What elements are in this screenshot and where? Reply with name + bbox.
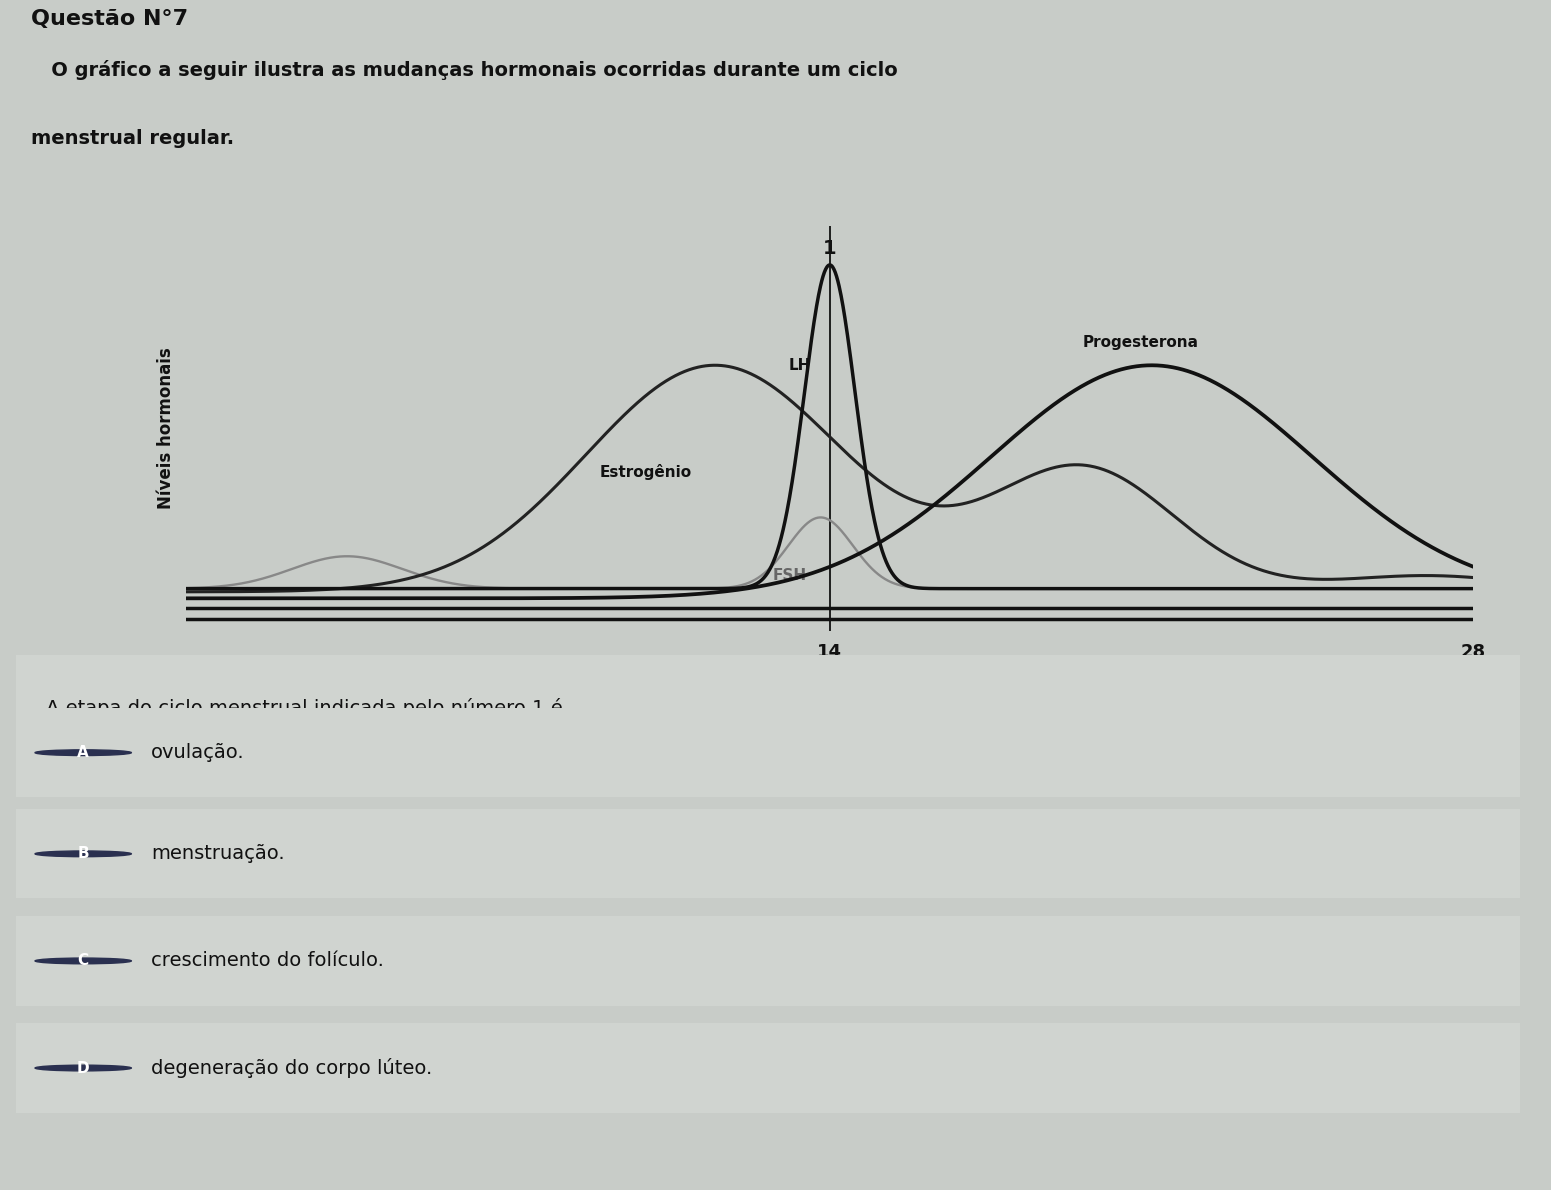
FancyBboxPatch shape — [0, 1021, 1549, 1114]
Text: Dias: Dias — [160, 703, 200, 721]
Text: D: D — [78, 1060, 90, 1076]
Text: LH: LH — [789, 358, 811, 372]
Text: C: C — [78, 953, 88, 969]
Text: Progesterona: Progesterona — [1083, 336, 1199, 350]
Text: menstruação.: menstruação. — [150, 845, 284, 863]
FancyBboxPatch shape — [0, 807, 1549, 900]
Text: ovulação.: ovulação. — [150, 744, 245, 762]
Text: crescimento do folículo.: crescimento do folículo. — [150, 952, 383, 970]
Circle shape — [36, 851, 132, 857]
Circle shape — [36, 1065, 132, 1071]
FancyBboxPatch shape — [0, 914, 1549, 1007]
Y-axis label: Níveis hormonais: Níveis hormonais — [157, 347, 175, 509]
FancyBboxPatch shape — [0, 652, 1549, 764]
Circle shape — [36, 958, 132, 964]
FancyBboxPatch shape — [0, 706, 1549, 800]
Text: Estrogênio: Estrogênio — [600, 464, 692, 480]
Text: O gráfico a seguir ilustra as mudanças hormonais ocorridas durante um ciclo: O gráfico a seguir ilustra as mudanças h… — [31, 60, 898, 80]
Text: FSH: FSH — [772, 568, 807, 583]
Text: A: A — [78, 745, 88, 760]
Text: B: B — [78, 846, 88, 862]
Text: degeneração do corpo lúteo.: degeneração do corpo lúteo. — [150, 1058, 433, 1078]
Circle shape — [36, 750, 132, 756]
Text: Questão N°7: Questão N°7 — [31, 8, 188, 29]
Text: 1: 1 — [824, 239, 836, 258]
Text: A etapa do ciclo menstrual indicada pelo número 1 é: A etapa do ciclo menstrual indicada pelo… — [45, 699, 563, 718]
Text: menstrual regular.: menstrual regular. — [31, 129, 234, 148]
